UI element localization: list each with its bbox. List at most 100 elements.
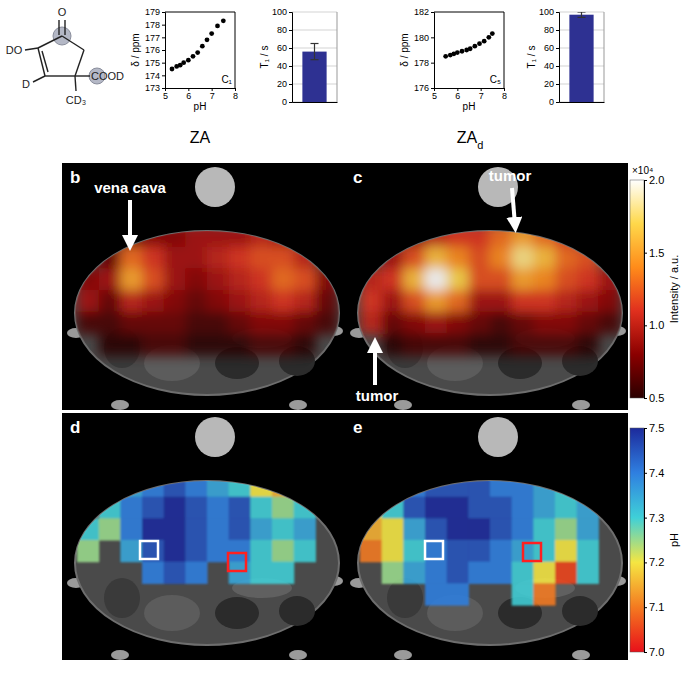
heatmap-cell — [120, 518, 142, 540]
heatmap-cell — [512, 518, 534, 540]
bond — [38, 48, 45, 76]
heatmap-cell — [142, 268, 164, 290]
body — [75, 231, 339, 395]
bond — [75, 76, 76, 91]
heatmap-cell — [490, 333, 512, 355]
annotation: tumor — [489, 167, 532, 184]
heatmap-cell — [382, 333, 404, 355]
colorbar-axis-tick: 1.5 — [644, 247, 664, 259]
heatmap-cell — [382, 518, 404, 540]
y-axis-tick-mark — [289, 102, 292, 103]
heatmap-cell — [164, 312, 186, 334]
heatmap-cell — [577, 540, 599, 562]
bar-chart: 020406080100T₁ / s — [259, 7, 338, 107]
y-axis-tick: 20 — [277, 79, 292, 89]
heatmap-cell — [120, 312, 142, 334]
scatter-chart: 5678173174175176177178179C₁pHδ / ppm — [130, 7, 238, 112]
heatmap-cell — [207, 497, 229, 519]
heatmap-cell — [533, 312, 555, 334]
y-axis-tick-mark — [431, 37, 434, 38]
point — [195, 50, 200, 55]
colorbar-multiplier: ×10⁴ — [632, 165, 653, 176]
heatmap-cell — [120, 247, 142, 269]
heatmap-cell — [425, 247, 447, 269]
y-axis-tick-mark — [289, 30, 292, 31]
colorbar-axis-tick-mark — [644, 518, 647, 519]
colorbar-axis-tick-label: 7.1 — [649, 601, 664, 613]
heatmap-cell — [533, 268, 555, 290]
heatmap-cell — [294, 497, 316, 519]
heatmap-cell — [164, 540, 186, 562]
heatmap-cell — [360, 497, 382, 519]
frame-line — [165, 12, 235, 13]
heatmap-cell — [207, 540, 229, 562]
image-background — [62, 413, 345, 660]
heatmap-cell — [294, 290, 316, 312]
x-axis-tick: 5 — [432, 88, 437, 101]
x-axis-tick: 6 — [186, 88, 191, 101]
heatmap-cell — [250, 225, 272, 247]
atom-label: COOD — [91, 70, 124, 82]
roi-box — [425, 541, 443, 559]
heatmap-cell — [164, 562, 186, 584]
y-axis-tick-mark — [289, 84, 292, 85]
heatmap-cell — [272, 247, 294, 269]
phantom — [195, 417, 235, 457]
heatmap-cells — [77, 475, 316, 584]
y-axis-tick: 178 — [414, 58, 434, 68]
heatmap-cell — [447, 475, 469, 497]
heatmap-cell — [360, 518, 382, 540]
bar-chart: 020406080100T₁ / s — [526, 7, 605, 107]
point — [460, 49, 465, 54]
image-panel: tumortumorc — [345, 163, 628, 410]
bars — [302, 44, 326, 103]
heatmap-cell — [555, 225, 577, 247]
heatmap-cell — [512, 497, 534, 519]
annotation: vena cava — [94, 179, 166, 196]
bar — [302, 52, 326, 102]
error-bar-cap — [311, 43, 319, 44]
heatmap-cell — [164, 475, 186, 497]
heatmap-cell — [447, 497, 469, 519]
heatmap-cell — [490, 268, 512, 290]
panel-label: d — [70, 418, 80, 437]
heatmap-cell — [250, 497, 272, 519]
heatmap-cell — [533, 247, 555, 269]
heatmap-cell — [229, 268, 251, 290]
molecule: ODODCD₃COOD — [6, 6, 124, 106]
figure-root: ODODCD₃COODZAZAd567817317417517617717817… — [0, 0, 685, 689]
heatmap-cell — [185, 225, 207, 247]
anatomy — [215, 597, 259, 629]
y-axis-tick-mark — [289, 66, 292, 67]
heatmap-cell — [164, 518, 186, 540]
heatmap-cell — [403, 497, 425, 519]
heatmap-cell — [272, 290, 294, 312]
heatmap-cell — [185, 518, 207, 540]
x-axis-tick-label: 8 — [502, 91, 507, 101]
heatmap-cell — [185, 312, 207, 334]
heatmap-cell — [99, 333, 121, 355]
heatmap-cell — [577, 312, 599, 334]
point — [200, 44, 205, 49]
y-axis-tick: 60 — [544, 43, 559, 53]
y-axis-tick-mark — [162, 75, 165, 76]
heatmap-cell — [120, 333, 142, 355]
roi-box — [140, 541, 158, 559]
y-axis-tick: 0 — [549, 97, 559, 107]
annotation-arrow — [128, 200, 132, 243]
heatmap-cell — [555, 562, 577, 584]
body — [75, 481, 339, 645]
heatmap-cell — [185, 333, 207, 355]
y-axis-tick: 20 — [544, 79, 559, 89]
heatmap-cell — [447, 290, 469, 312]
group-label-subscript: d — [477, 139, 483, 151]
heatmap-cell — [207, 475, 229, 497]
heatmap-cell — [77, 540, 99, 562]
image-background — [345, 413, 628, 660]
heatmap-cell — [382, 247, 404, 269]
y-axis-line — [289, 13, 293, 103]
heatmap-cell — [533, 518, 555, 540]
error-bar — [311, 44, 319, 60]
y-axis-tick-mark — [431, 63, 434, 64]
heatmap-cell — [164, 268, 186, 290]
